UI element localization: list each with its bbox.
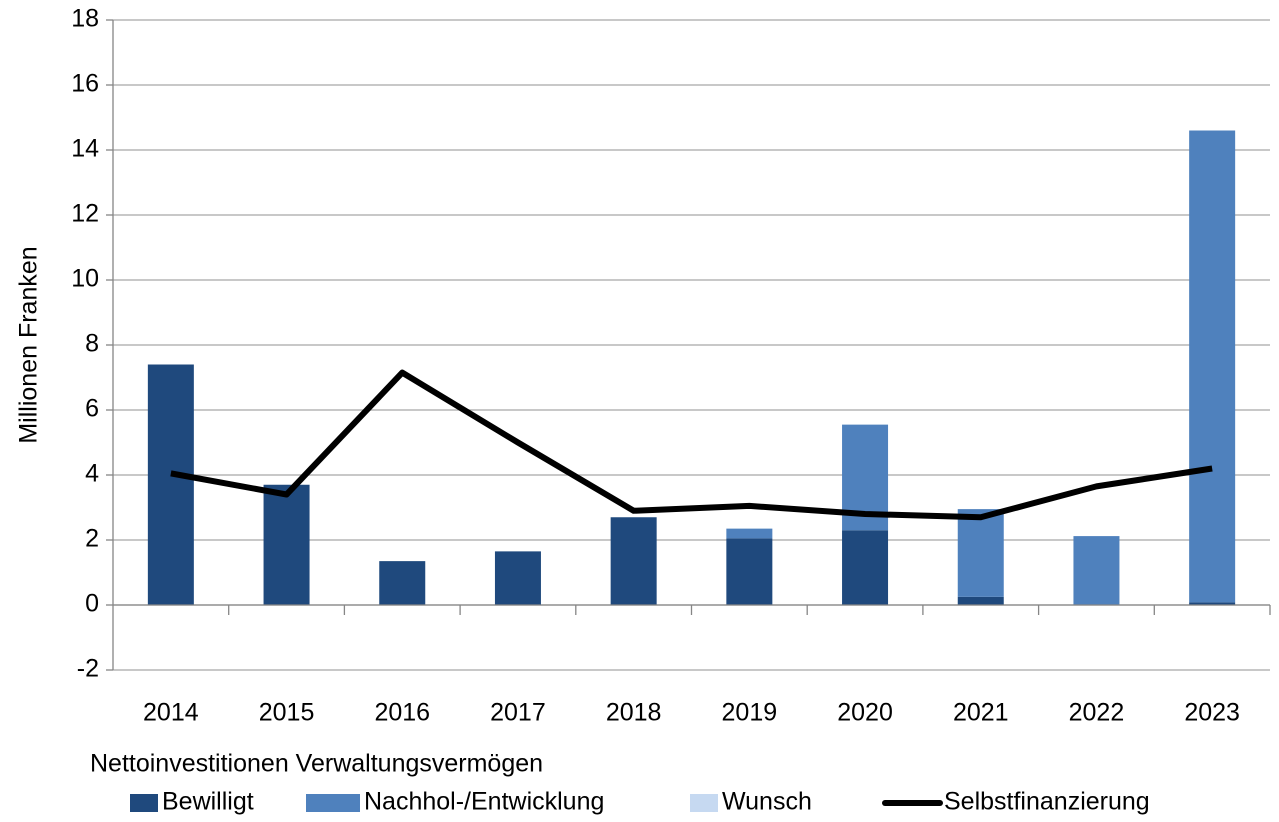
x-tick-label: 2020 — [837, 699, 893, 727]
y-tick-label: 16 — [71, 70, 99, 98]
legend-swatch — [306, 794, 360, 812]
x-tick-label: 2023 — [1184, 699, 1240, 727]
y-tick-label: 6 — [85, 395, 99, 423]
bar — [1189, 602, 1236, 605]
legend-swatch — [130, 794, 158, 812]
x-tick-label: 2016 — [374, 699, 430, 727]
legend-label: Selbstfinanzierung — [944, 788, 1150, 816]
bar — [842, 530, 889, 605]
x-tick-label: 2019 — [722, 699, 778, 727]
bar — [1189, 130, 1236, 603]
y-tick-label: 10 — [71, 265, 99, 293]
y-tick-label: 0 — [85, 590, 99, 618]
bar — [610, 517, 657, 605]
bar — [494, 551, 541, 605]
legend-label: Wunsch — [722, 788, 812, 816]
y-tick-label: 12 — [71, 200, 99, 228]
bar — [726, 528, 773, 539]
y-tick-label: 2 — [85, 525, 99, 553]
x-tick-label: 2018 — [606, 699, 662, 727]
bar — [379, 561, 426, 605]
x-tick-label: 2015 — [259, 699, 315, 727]
bar — [957, 509, 1004, 597]
x-tick-label: 2021 — [953, 699, 1009, 727]
bar — [726, 538, 773, 605]
bar — [957, 596, 1004, 605]
legend-label: Nachhol-/Entwicklung — [364, 788, 604, 816]
y-tick-label: 18 — [71, 5, 99, 33]
bar — [1073, 536, 1120, 605]
x-tick-label: 2014 — [143, 699, 199, 727]
y-tick-label: -2 — [77, 655, 99, 683]
legend-label: Bewilligt — [162, 788, 254, 816]
y-axis-label: Millionen Franken — [15, 246, 43, 443]
legend-swatch — [690, 794, 718, 812]
legend-title: Nettoinvestitionen Verwaltungsvermögen — [90, 750, 543, 778]
bar — [263, 484, 310, 605]
y-tick-label: 4 — [85, 460, 99, 488]
y-tick-label: 14 — [71, 135, 99, 163]
x-tick-label: 2017 — [490, 699, 546, 727]
line — [170, 369, 1213, 521]
bar — [147, 364, 194, 605]
y-tick-label: 8 — [85, 330, 99, 358]
x-tick-label: 2022 — [1069, 699, 1125, 727]
